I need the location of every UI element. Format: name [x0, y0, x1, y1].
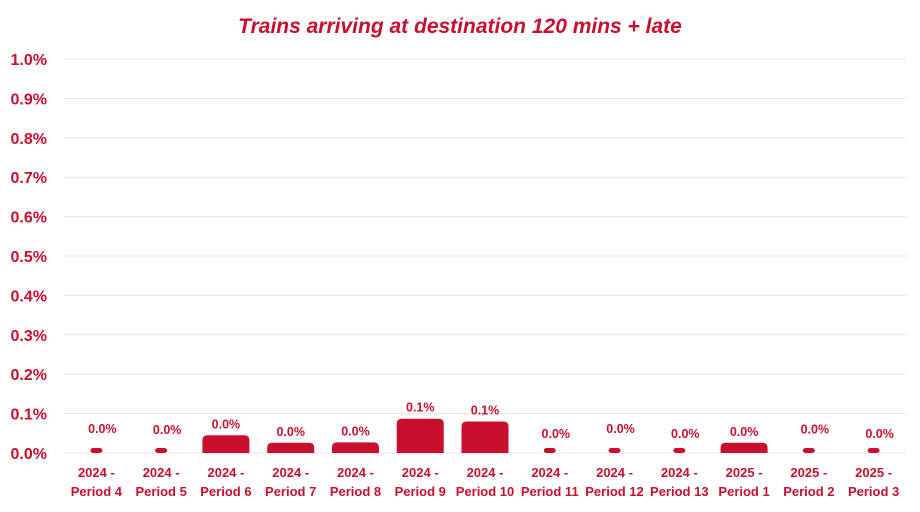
data-label: 0.0%: [801, 423, 830, 437]
x-tick-label: 2025 -: [726, 465, 763, 480]
x-tick-label: Period 11: [521, 484, 579, 499]
bar: [267, 442, 315, 453]
data-label: 0.0%: [542, 427, 571, 441]
y-tick-label: 0.6%: [11, 210, 47, 227]
data-label: 0.0%: [341, 424, 370, 438]
bar: [802, 448, 815, 453]
bar: [867, 448, 880, 453]
x-tick-label: 2024 -: [272, 465, 309, 480]
x-tick-label: Period 9: [395, 484, 446, 499]
data-label: 0.0%: [671, 427, 700, 441]
x-tick-label: Period 8: [330, 484, 381, 499]
y-tick-label: 0.5%: [11, 249, 47, 266]
x-tick-label: Period 2: [783, 484, 834, 499]
x-tick-label: 2024 -: [596, 465, 633, 480]
bar: [543, 448, 556, 453]
x-tick-label: 2024 -: [78, 465, 115, 480]
data-label: 0.0%: [606, 422, 635, 436]
data-label: 0.0%: [88, 422, 117, 436]
x-tick-label: 2024 -: [207, 465, 244, 480]
x-tick-label: Period 10: [456, 484, 515, 499]
x-tick-label: 2024 -: [402, 465, 439, 480]
data-label: 0.0%: [865, 427, 894, 441]
gridlines: [64, 58, 906, 454]
bars: [90, 418, 880, 453]
y-tick-label: 1.0%: [11, 52, 47, 69]
x-axis-ticks: 2024 - Period 4 2024 - Period 5 2024 - Period…: [71, 465, 900, 499]
y-tick-label: 0.3%: [11, 328, 47, 345]
bar: [461, 421, 509, 453]
x-tick-label: 2024 -: [337, 465, 374, 480]
x-tick-label: 2024 -: [467, 465, 504, 480]
data-label: 0.1%: [406, 401, 435, 415]
y-tick-label: 0.4%: [11, 288, 47, 305]
bar: [155, 448, 168, 453]
bar: [202, 435, 250, 453]
x-tick-label: Period 6: [200, 484, 251, 499]
x-tick-label: 2025 -: [855, 465, 892, 480]
bar: [331, 442, 379, 453]
y-tick-label: 0.9%: [11, 91, 47, 108]
y-tick-label: 0.7%: [11, 170, 47, 187]
bar: [90, 448, 103, 453]
x-tick-label: Period 12: [585, 484, 644, 499]
y-tick-label: 0.1%: [11, 407, 47, 424]
x-tick-label: 2024 -: [143, 465, 180, 480]
bar: [720, 442, 768, 453]
x-tick-label: 2024 -: [661, 465, 698, 480]
bar: [396, 418, 444, 453]
x-tick-label: Period 4: [71, 484, 123, 499]
x-tick-label: 2025 -: [790, 465, 827, 480]
data-labels: 0.0% 0.0% 0.0% 0.0% 0.0% 0.1% 0.1% 0.0% 0.0% 0.0%…: [88, 401, 894, 441]
x-tick-label: Period 1: [718, 484, 769, 499]
data-label: 0.0%: [276, 425, 305, 439]
x-tick-label: Period 3: [848, 484, 899, 499]
y-tick-label: 0.0%: [11, 446, 47, 463]
y-tick-label: 0.2%: [11, 367, 47, 384]
y-tick-label: 0.8%: [11, 131, 47, 148]
data-label: 0.0%: [153, 423, 182, 437]
data-label: 0.0%: [730, 425, 759, 439]
x-tick-label: Period 7: [265, 484, 316, 499]
x-tick-label: Period 5: [136, 484, 187, 499]
data-label: 0.1%: [471, 403, 500, 417]
data-label: 0.0%: [212, 417, 241, 431]
y-axis-ticks: 1.0% 0.9% 0.8% 0.7% 0.6% 0.5% 0.4% 0.3% 0.2% 0.1%…: [11, 52, 47, 463]
x-tick-label: Period 13: [650, 484, 709, 499]
bar: [608, 448, 621, 453]
chart-title: Trains arriving at destination 120 mins …: [238, 15, 682, 38]
bar: [673, 448, 686, 453]
x-tick-label: 2024 -: [531, 465, 568, 480]
